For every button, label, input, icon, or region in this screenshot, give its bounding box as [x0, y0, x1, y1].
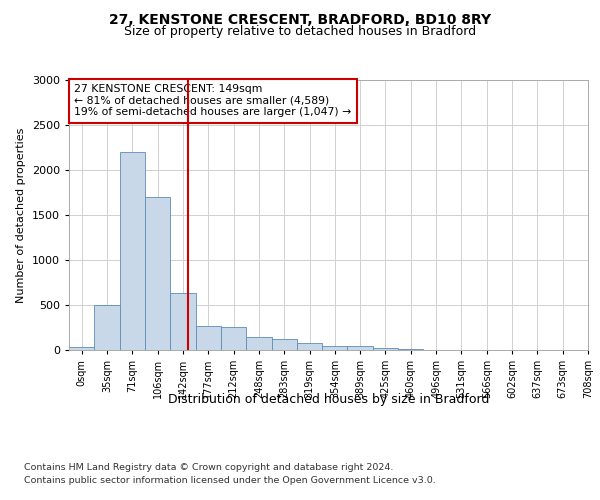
Bar	[119, 152, 145, 350]
Bar	[170, 294, 196, 350]
Text: Contains HM Land Registry data © Crown copyright and database right 2024.: Contains HM Land Registry data © Crown c…	[24, 462, 394, 471]
Bar	[347, 346, 373, 350]
Bar	[221, 326, 246, 350]
Text: Distribution of detached houses by size in Bradford: Distribution of detached houses by size …	[168, 392, 490, 406]
Bar	[196, 326, 221, 350]
Bar	[398, 349, 424, 350]
Text: Size of property relative to detached houses in Bradford: Size of property relative to detached ho…	[124, 25, 476, 38]
Text: 27, KENSTONE CRESCENT, BRADFORD, BD10 8RY: 27, KENSTONE CRESCENT, BRADFORD, BD10 8R…	[109, 12, 491, 26]
Bar	[145, 197, 170, 350]
Bar	[272, 339, 297, 350]
Bar	[322, 346, 347, 350]
Y-axis label: Number of detached properties: Number of detached properties	[16, 128, 26, 302]
Text: 27 KENSTONE CRESCENT: 149sqm
← 81% of detached houses are smaller (4,589)
19% of: 27 KENSTONE CRESCENT: 149sqm ← 81% of de…	[74, 84, 352, 117]
Bar	[373, 348, 398, 350]
Bar	[246, 338, 272, 350]
Bar	[297, 343, 322, 350]
Text: Contains public sector information licensed under the Open Government Licence v3: Contains public sector information licen…	[24, 476, 436, 485]
Bar	[94, 305, 119, 350]
Bar	[69, 348, 94, 350]
